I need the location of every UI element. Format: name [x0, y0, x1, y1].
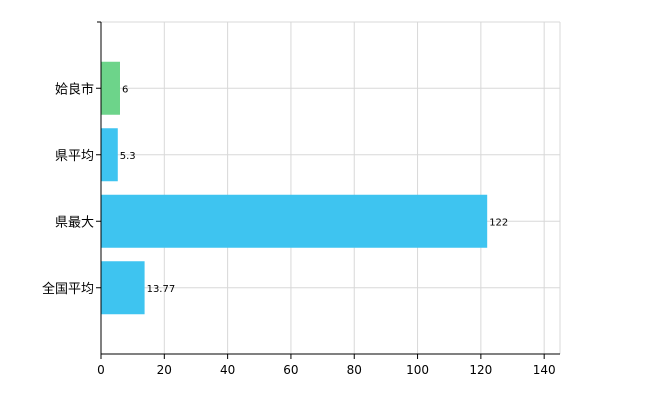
bar: [101, 194, 488, 248]
x-tick-label: 40: [220, 363, 235, 377]
data-label: 13.77: [147, 284, 176, 295]
x-tick-label: 100: [406, 363, 429, 377]
bar: [101, 261, 145, 315]
data-label: 6: [122, 84, 128, 95]
x-tick-label: 20: [157, 363, 172, 377]
x-tick-label: 120: [469, 363, 492, 377]
x-tick-label: 140: [533, 363, 556, 377]
data-label: 122: [489, 217, 508, 228]
category-label: 県平均: [55, 149, 94, 164]
bar: [101, 128, 118, 182]
x-tick-label: 60: [283, 363, 298, 377]
bar: [101, 61, 120, 115]
data-label: 5.3: [120, 151, 136, 162]
bars: [101, 61, 488, 315]
category-label: 県最大: [55, 215, 94, 230]
x-tick-label: 0: [97, 363, 105, 377]
category-label: 全国平均: [42, 281, 94, 297]
x-tick-label: 80: [347, 363, 362, 377]
category-label: 姶良市: [55, 81, 94, 97]
axes: [96, 21, 560, 359]
gridlines: [101, 21, 561, 354]
